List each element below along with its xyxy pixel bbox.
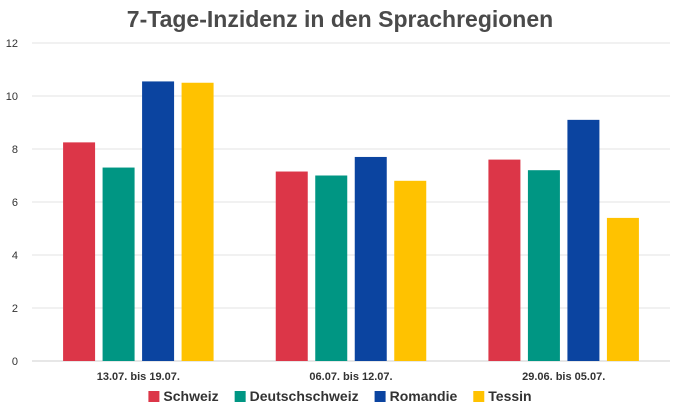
legend-label-romandie: Romandie (390, 388, 458, 404)
legend-item-schweiz: Schweiz (148, 388, 219, 404)
bar-romandie-3 (567, 119, 600, 361)
legend: Schweiz Deutschschweiz Romandie Tessin (148, 388, 532, 404)
x-axis-categories: 13.07. bis 19.07. 06.07. bis 12.07. 29.06.… (97, 371, 606, 383)
legend-label-deutschschweiz: Deutschschweiz (250, 388, 359, 404)
category-label-2: 06.07. bis 12.07. (309, 371, 392, 383)
gridlines (32, 42, 670, 362)
legend-label-tessin: Tessin (488, 388, 531, 404)
legend-swatch-deutschschweiz (234, 391, 246, 402)
y-tick-label-0: 0 (12, 356, 18, 368)
bar-deutschschweiz-3 (527, 170, 560, 361)
bar-schweiz-3 (488, 159, 521, 361)
bar-tessin-2 (394, 180, 427, 361)
y-tick-label-4: 4 (12, 250, 18, 262)
legend-swatch-tessin (473, 391, 485, 402)
y-tick-label-8: 8 (12, 144, 18, 156)
legend-label-schweiz: Schweiz (163, 388, 218, 404)
bar-romandie-2 (354, 156, 387, 361)
bar-deutschschweiz-1 (102, 167, 135, 361)
y-axis-ticks: 0 2 4 6 8 10 12 (6, 38, 18, 368)
y-tick-label-12: 12 (6, 38, 18, 50)
y-tick-label-10: 10 (6, 91, 18, 103)
legend-swatch-romandie (374, 391, 386, 402)
chart-title: 7-Tage-Inzidenz in den Sprachregionen (127, 6, 553, 32)
bar-tessin-1 (181, 82, 214, 361)
bar-romandie-1 (142, 81, 175, 362)
category-label-1: 13.07. bis 19.07. (97, 371, 180, 383)
legend-item-deutschschweiz: Deutschschweiz (234, 388, 359, 404)
bar-schweiz-1 (63, 142, 96, 361)
y-tick-label-2: 2 (12, 303, 18, 315)
y-tick-label-6: 6 (12, 197, 18, 209)
legend-item-tessin: Tessin (473, 388, 532, 404)
category-label-3: 29.06. bis 05.07. (522, 371, 605, 383)
bar-tessin-3 (606, 217, 639, 361)
bars (63, 81, 639, 362)
legend-swatch-schweiz (148, 391, 160, 402)
legend-item-romandie: Romandie (374, 388, 458, 404)
bar-schweiz-2 (275, 171, 308, 361)
bar-deutschschweiz-2 (315, 175, 348, 361)
